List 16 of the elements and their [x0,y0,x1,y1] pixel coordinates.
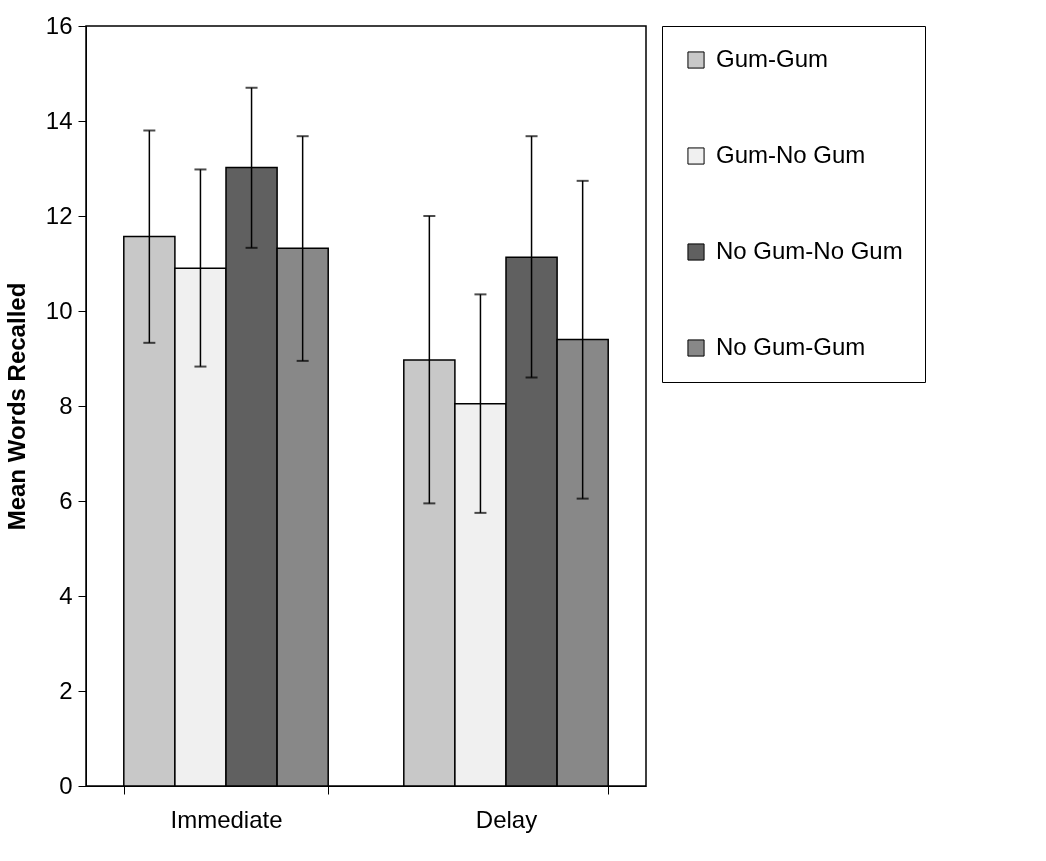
y-tick-label: 10 [45,296,73,324]
y-tick-label: 2 [59,676,73,704]
y-tick-label: 4 [59,581,73,609]
x-tick-label: Delay [475,805,538,833]
y-tick-label: 12 [45,201,73,229]
legend-label: Gum-Gum [716,45,829,72]
x-tick-label: Immediate [170,805,283,833]
y-tick-label: 6 [59,486,73,514]
y-tick-label: 8 [59,391,73,419]
y-tick-label: 14 [45,106,73,134]
legend-label: No Gum-Gum [716,333,866,360]
legend-label: No Gum-No Gum [716,237,903,264]
legend-label: Gum-No Gum [716,141,866,168]
y-axis-title: Mean Words Recalled [2,282,30,531]
y-tick-label: 0 [59,771,73,799]
y-tick-label: 16 [45,11,73,39]
